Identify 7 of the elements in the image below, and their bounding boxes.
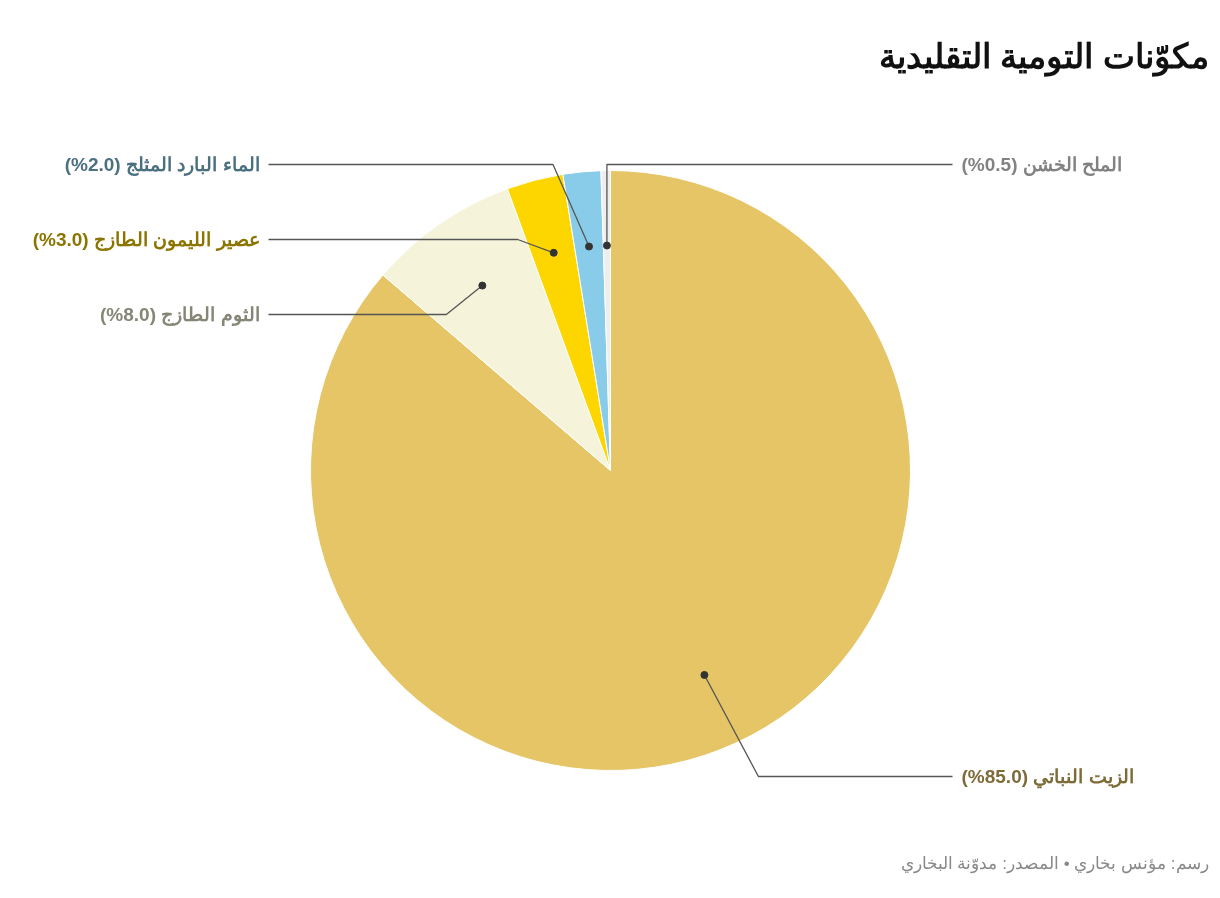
chart-title: مكوّنات التومية التقليدية [878,36,1209,77]
text: رسم: مؤنس بخاري • المصدر: مدوّنة البخاري [900,854,1209,874]
slice-label: الملح الخشن (0.5%) [961,154,1123,176]
slice-label: الثوم الطازج (8.0%) [99,304,260,326]
slice-label: الزيت النباتي (85.0%) [961,766,1134,789]
slice-label: عصير الليمون الطازج (3.0%) [32,229,260,251]
slice-label: الماء البارد المثلج (2.0%) [64,154,260,176]
